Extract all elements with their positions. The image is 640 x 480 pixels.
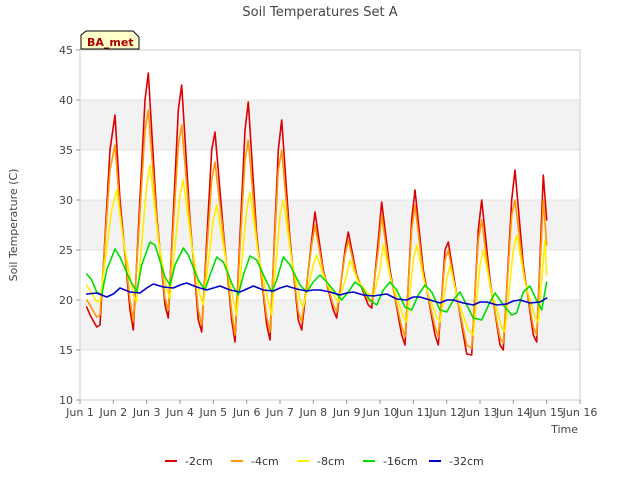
y-tick-label: 10: [59, 394, 73, 407]
x-tick-label: Jun 2: [98, 406, 127, 419]
x-tick-label: Jun 6: [232, 406, 261, 419]
plot-band: [80, 100, 580, 150]
x-axis-ticks: Jun 1 Jun 2 Jun 3 Jun 4 Jun 5 Jun 6 Jun 7 Jun 8…: [65, 400, 597, 419]
legend-label: -16cm: [383, 455, 418, 468]
x-tick-label: Jun 3: [132, 406, 161, 419]
plot-band: [80, 150, 580, 200]
y-tick-label: 20: [59, 294, 73, 307]
plot-band: [80, 50, 580, 100]
x-tick-label: Jun 13: [462, 406, 498, 419]
plot-background: [80, 50, 580, 400]
chart-title: Soil Temperatures Set A: [242, 5, 397, 20]
x-tick-label: Jun 16: [562, 406, 598, 419]
y-tick-label: 25: [59, 244, 73, 257]
legend-label: -8cm: [317, 455, 345, 468]
legend: -2cm -4cm -8cm -16cm -32cm: [165, 455, 484, 468]
y-tick-label: 35: [59, 144, 73, 157]
y-tick-label: 30: [59, 194, 73, 207]
y-tick-label: 40: [59, 94, 73, 107]
y-tick-label: 15: [59, 344, 73, 357]
x-tick-label: Jun 5: [198, 406, 227, 419]
x-tick-label: Jun 1: [65, 406, 94, 419]
y-tick-label: 45: [59, 44, 73, 57]
x-tick-label: Jun 14: [495, 406, 531, 419]
x-tick-label: Jun 11: [395, 406, 431, 419]
x-tick-label: Jun 12: [428, 406, 464, 419]
legend-label: -4cm: [251, 455, 279, 468]
x-tick-label: Jun 9: [332, 406, 361, 419]
series-line-8cm: [85, 164, 548, 336]
legend-label: -2cm: [185, 455, 213, 468]
legend-label: -32cm: [449, 455, 484, 468]
series-line-32cm: [85, 282, 548, 306]
x-tick-label: Jun 8: [298, 406, 327, 419]
x-tick-label: Jun 4: [165, 406, 194, 419]
x-tick-label: Jun 15: [528, 406, 564, 419]
series-line-16cm: [85, 241, 548, 321]
plot-band: [80, 200, 580, 250]
x-tick-label: Jun 7: [265, 406, 294, 419]
series-line-4cm: [85, 109, 548, 349]
y-axis-ticks: 10 15 20 25 30 35 40 45: [59, 44, 80, 407]
x-tick-label: Jun 10: [362, 406, 398, 419]
plot-band: [80, 350, 580, 400]
x-axis-label: Time: [550, 423, 578, 436]
plot-frame: [79, 49, 581, 401]
series-layer: [85, 72, 548, 356]
annotation-box: BA_met: [80, 30, 140, 50]
annotation-label: BA_met: [87, 36, 134, 49]
y-axis-label: Soil Temperature (C): [7, 169, 20, 282]
